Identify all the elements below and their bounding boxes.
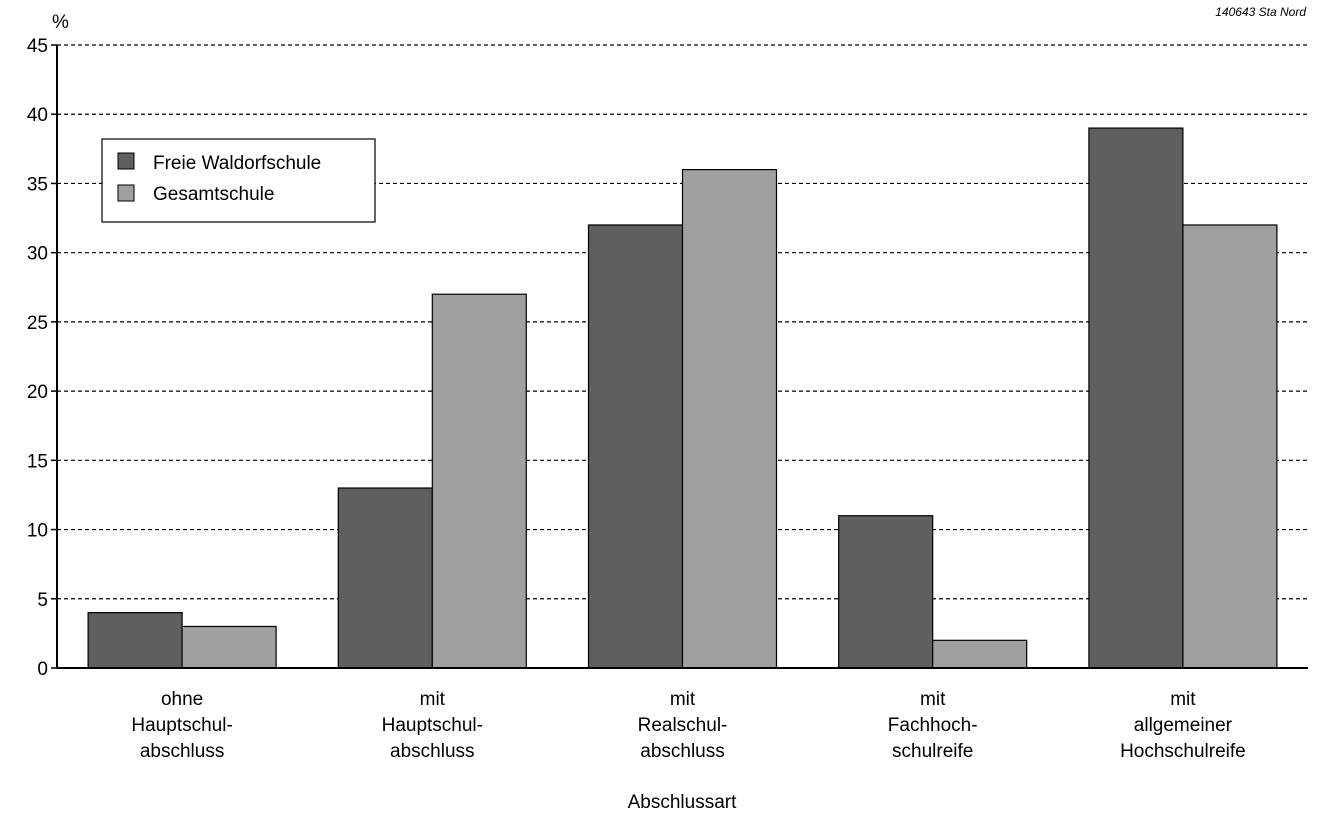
bar <box>1182 224 1278 669</box>
legend-swatch-gesamtschule <box>117 184 135 202</box>
y-tick-label: 0 <box>37 659 48 680</box>
x-category-label: mit <box>670 689 696 710</box>
x-category-label: Hauptschul- <box>131 715 232 736</box>
legend-swatch-freie-waldorfschule <box>117 152 135 170</box>
bar <box>932 639 1028 669</box>
y-tick-labels: 0 5 10 15 20 25 30 35 40 45 <box>27 36 57 680</box>
legend: Freie Waldorfschule Gesamtschule <box>101 138 376 223</box>
y-tick-label: 45 <box>27 36 48 57</box>
x-category-labels: ohne Hauptschul-abschluss mit Hauptschul-ab… <box>131 689 1245 762</box>
y-tick-label: 10 <box>27 521 48 542</box>
y-tick-label: 15 <box>27 451 48 472</box>
source-note: 140643 Sta Nord <box>1215 5 1306 19</box>
x-category-label: Hochschulreife <box>1120 741 1246 762</box>
axes <box>56 45 1308 669</box>
x-category-label: schulreife <box>892 741 973 762</box>
bar <box>87 612 183 669</box>
bar <box>1088 127 1184 669</box>
x-category-label: mit <box>420 689 446 710</box>
legend-box <box>101 138 376 223</box>
bar <box>431 293 527 669</box>
bar <box>587 224 684 669</box>
x-category-label: abschluss <box>640 741 725 762</box>
bar <box>337 487 433 669</box>
x-axis-label: Abschlussart <box>628 792 737 813</box>
y-tick-label: 25 <box>27 313 48 334</box>
y-tick-label: 20 <box>27 382 48 403</box>
y-tick-label: 5 <box>37 590 48 611</box>
x-category-label: Hauptschul- <box>382 715 483 736</box>
y-tick-label: 30 <box>27 244 48 265</box>
x-category-label: Realschul- <box>638 715 728 736</box>
bar <box>181 625 277 669</box>
bars <box>87 127 1278 669</box>
bar <box>838 515 934 669</box>
x-category-label: ohne <box>161 689 203 710</box>
legend-label-freie-waldorfschule: Freie Waldorfschule <box>153 153 321 174</box>
x-category-label: abschluss <box>390 741 475 762</box>
y-axis-label: % <box>52 12 69 33</box>
x-category-label: Fachhoch- <box>888 715 978 736</box>
x-category-label: mit <box>1170 689 1196 710</box>
x-category-label: abschluss <box>140 741 225 762</box>
bar <box>681 169 778 669</box>
x-category-label: allgemeiner <box>1134 715 1233 736</box>
x-category-label: mit <box>920 689 946 710</box>
legend-label-gesamtschule: Gesamtschule <box>153 184 274 205</box>
y-tick-label: 40 <box>27 105 48 126</box>
y-tick-label: 35 <box>27 174 48 195</box>
